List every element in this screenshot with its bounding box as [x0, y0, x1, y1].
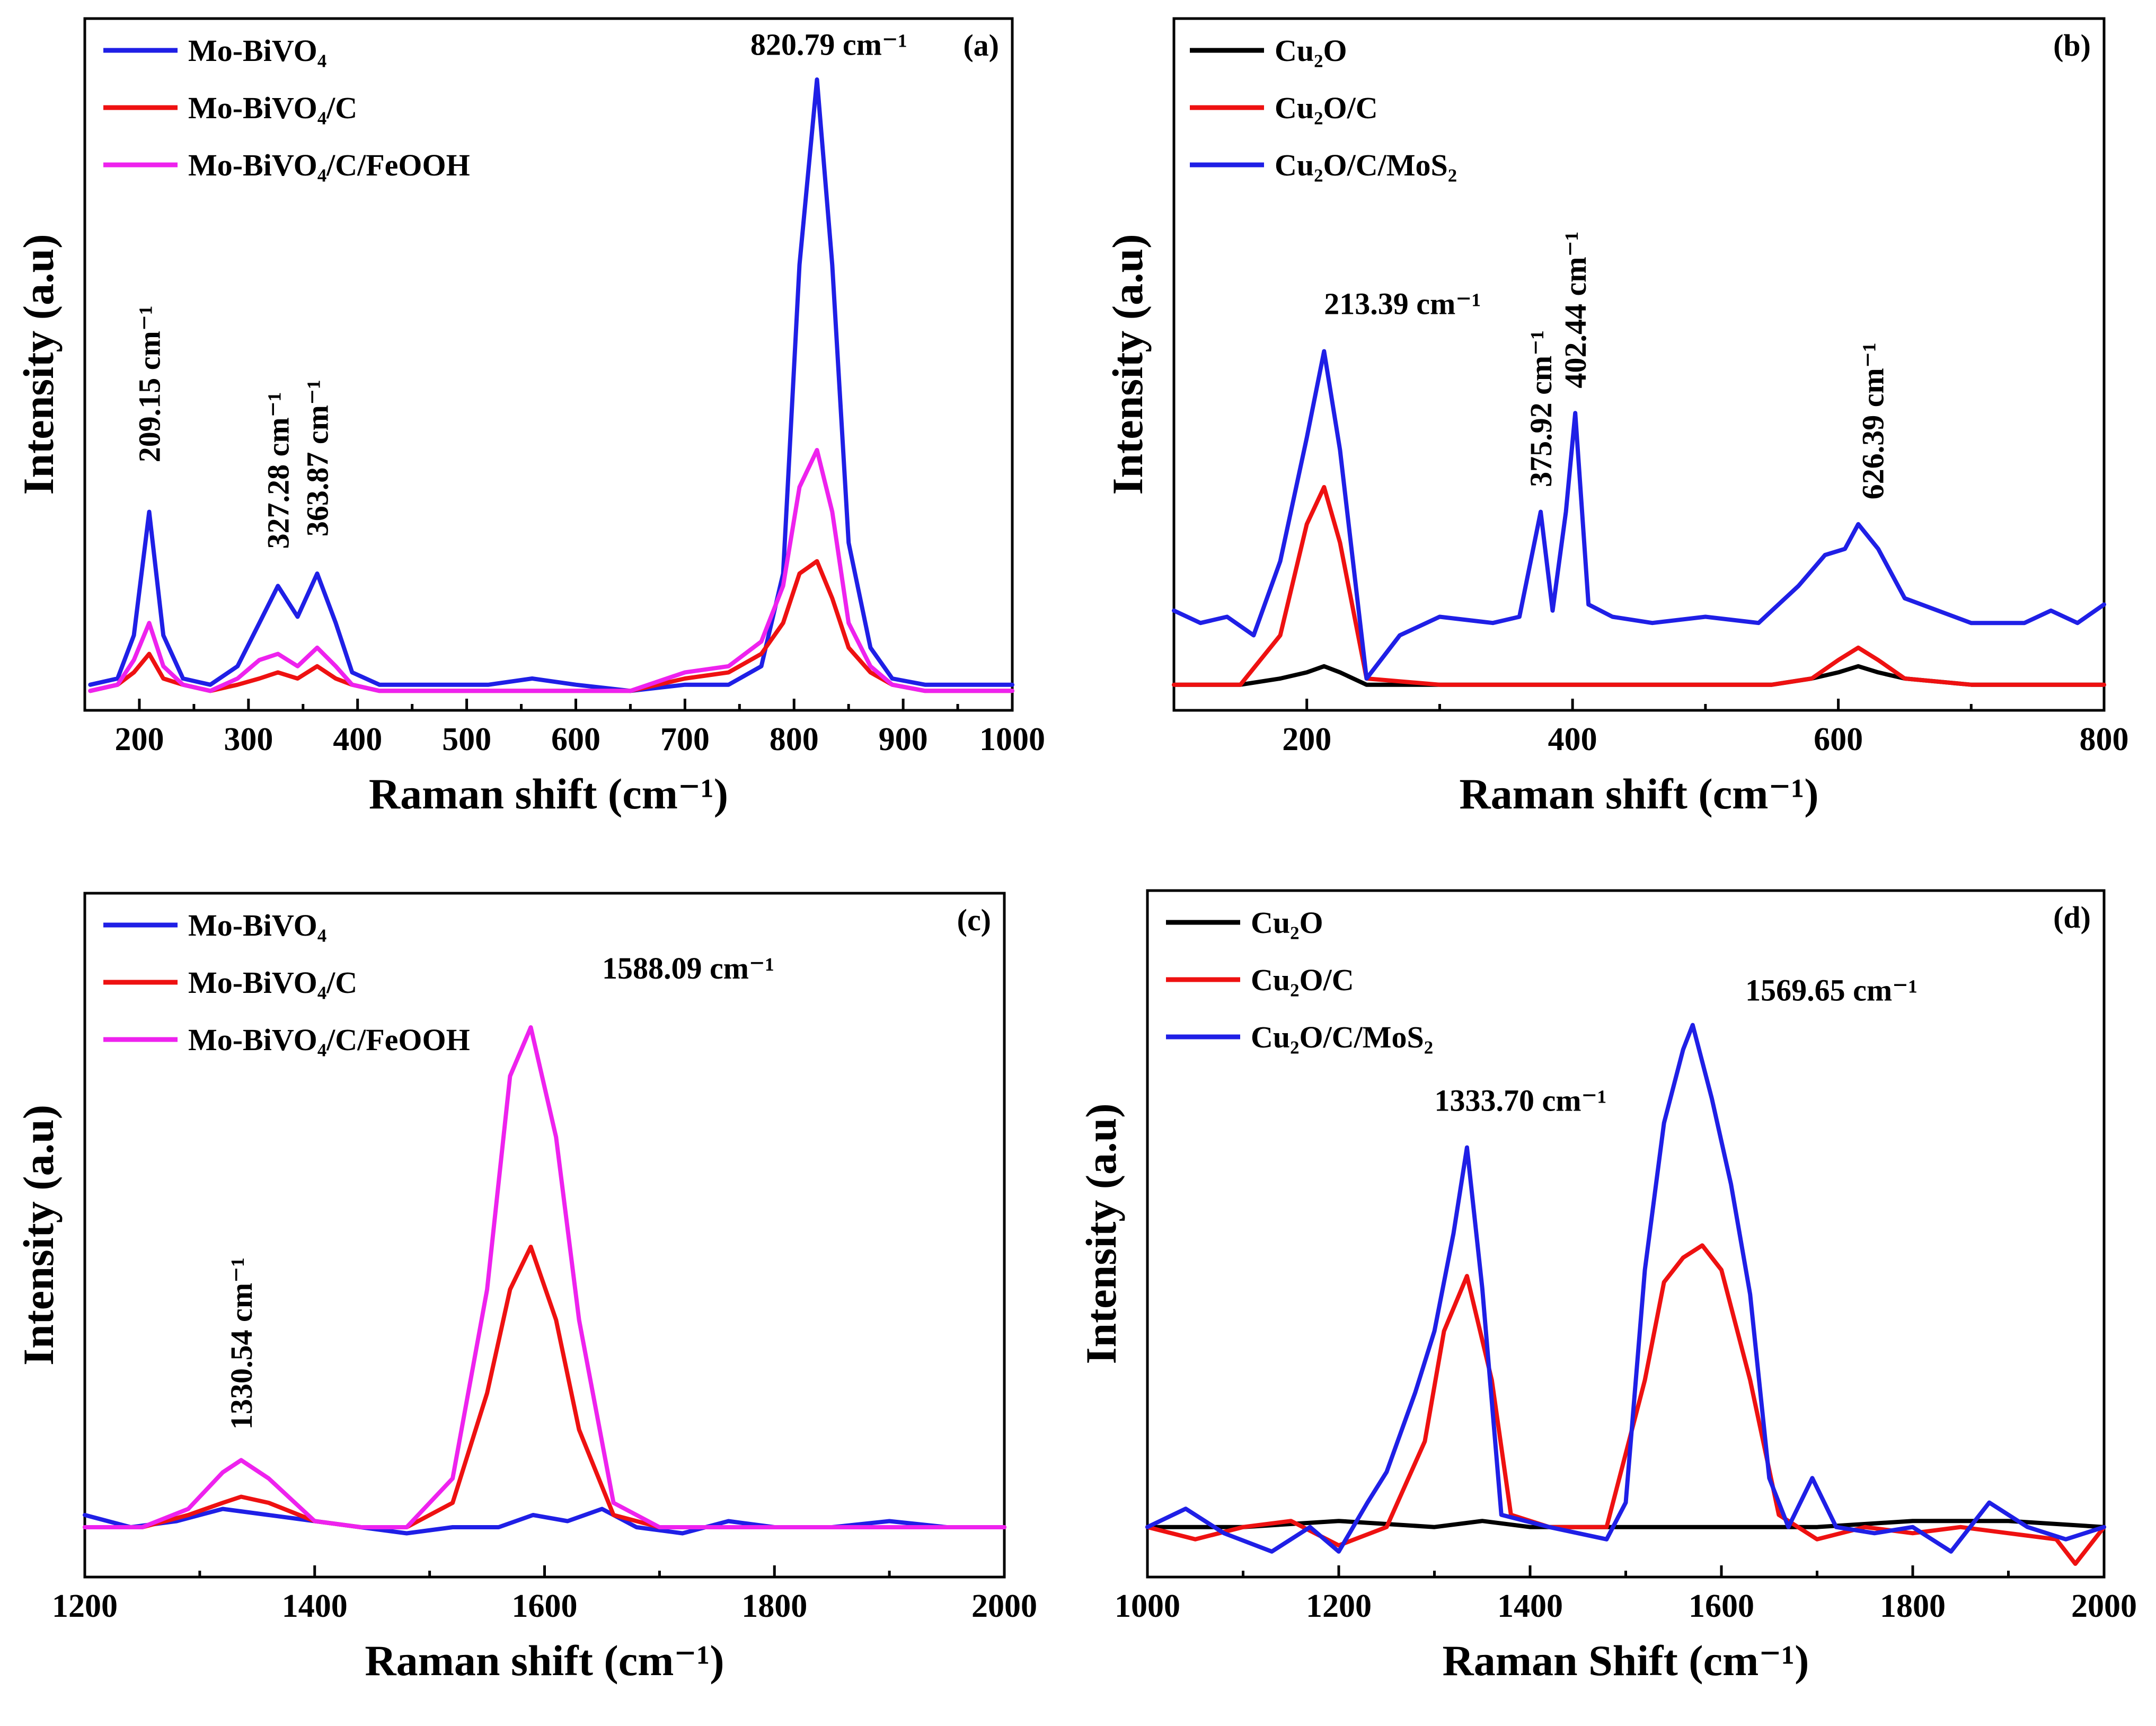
- x-tick-label: 400: [333, 721, 382, 758]
- legend-label: Cu₂O: [1275, 33, 1347, 68]
- peak-label: 1333.70 cm⁻¹: [1435, 1083, 1607, 1117]
- peak-label: 209.15 cm⁻¹: [132, 305, 166, 462]
- legend-label: Cu₂O: [1251, 905, 1323, 940]
- x-tick-label: 600: [551, 721, 600, 758]
- x-tick-label: 1800: [741, 1588, 807, 1624]
- panel-tag: (b): [2053, 28, 2091, 63]
- x-tick-label: 1600: [1689, 1588, 1754, 1624]
- plot-frame: [83, 17, 1014, 712]
- series-line: [83, 1245, 1006, 1529]
- x-tick-label: 1200: [52, 1588, 118, 1624]
- x-tick-label: 1200: [1306, 1588, 1372, 1624]
- legend-label: Mo-BiVO₄/C/FeOOH: [188, 148, 470, 182]
- x-axis-title: Raman Shift (cm⁻¹): [1443, 1636, 1809, 1685]
- x-tick-label: 300: [224, 721, 273, 758]
- x-tick-label: 1600: [512, 1588, 578, 1624]
- x-tick-label: 2000: [971, 1588, 1037, 1624]
- legend-label: Mo-BiVO₄/C/FeOOH: [188, 1023, 470, 1057]
- series-line: [1172, 664, 2106, 687]
- x-tick-label: 1400: [1497, 1588, 1563, 1624]
- panel-c: 1200 1400 1600 1800 2000 Raman shift (cm⁻¹) In…: [14, 892, 1037, 1685]
- x-axis-title: Raman shift (cm⁻¹): [369, 770, 728, 818]
- x-tick-label: 800: [770, 721, 819, 758]
- series-line: [1172, 485, 2106, 687]
- series-line: [88, 77, 1014, 693]
- panel-d: 1000 1200 1400 1600 1800 2000 Raman Shift (cm⁻…: [1077, 889, 2137, 1685]
- x-tick-label: 1800: [1880, 1588, 1946, 1624]
- x-tick-label: 500: [442, 721, 491, 758]
- panel-a: 200 300 400 500 600 700 800 900 1000 Raman shift …: [14, 17, 1045, 818]
- peak-label: 402.44 cm⁻¹: [1558, 231, 1593, 388]
- y-axis-title: Intensity (a.u): [14, 234, 63, 495]
- x-tick-label: 2000: [2071, 1588, 2137, 1624]
- x-tick-label: 1400: [282, 1588, 348, 1624]
- x-tick-label: 900: [879, 721, 928, 758]
- peak-label: 327.28 cm⁻¹: [261, 392, 295, 549]
- y-axis-title: Intensity (a.u): [1103, 234, 1152, 495]
- legend-label: Mo-BiVO₄/C: [188, 91, 357, 125]
- x-tick-label: 1000: [979, 721, 1045, 758]
- x-tick-label: 600: [1814, 721, 1863, 758]
- series-line: [1145, 1023, 2106, 1554]
- peak-label: 213.39 cm⁻¹: [1324, 287, 1481, 321]
- legend-label: Mo-BiVO₄: [188, 33, 326, 68]
- peak-label: 1569.65 cm⁻¹: [1745, 973, 1918, 1007]
- legend-label: Cu₂O/C/MoS₂: [1251, 1020, 1433, 1054]
- x-tick-label: 400: [1548, 721, 1597, 758]
- x-tick-label: 200: [1282, 721, 1331, 758]
- x-axis-title: Raman shift (cm⁻¹): [365, 1636, 724, 1685]
- x-tick-label: 200: [114, 721, 164, 758]
- series-line: [88, 448, 1014, 693]
- panel-tag: (d): [2053, 900, 2091, 935]
- peak-label: 820.79 cm⁻¹: [750, 27, 907, 61]
- peak-label: 375.92 cm⁻¹: [1524, 330, 1558, 487]
- x-tick-label: 800: [2080, 721, 2129, 758]
- legend-label: Cu₂O/C: [1275, 91, 1378, 125]
- peak-label: 626.39 cm⁻¹: [1856, 342, 1890, 499]
- panel-tag: (a): [963, 28, 999, 63]
- legend-label: Cu₂O/C/MoS₂: [1275, 148, 1457, 182]
- peak-label: 1330.54 cm⁻¹: [224, 1257, 259, 1430]
- x-axis-title: Raman shift (cm⁻¹): [1459, 770, 1818, 818]
- series-line: [1145, 1243, 2106, 1566]
- panel-tag: (c): [957, 903, 991, 937]
- plot-frame: [1172, 17, 2106, 712]
- peak-label: 363.87 cm⁻¹: [301, 380, 335, 536]
- series-line: [1172, 349, 2106, 681]
- series-line: [83, 1507, 1006, 1536]
- y-axis-title: Intensity (a.u): [14, 1105, 63, 1366]
- legend-label: Mo-BiVO₄/C: [188, 965, 357, 1000]
- x-tick-label: 700: [660, 721, 710, 758]
- peak-label: 1588.09 cm⁻¹: [602, 951, 774, 985]
- x-tick-label: 1000: [1115, 1588, 1180, 1624]
- y-axis-title: Intensity (a.u): [1077, 1103, 1125, 1364]
- panel-b: 200 400 600 800 Raman shift (cm⁻¹) Intensity …: [1103, 17, 2129, 818]
- legend-label: Cu₂O/C: [1251, 963, 1354, 997]
- series-line: [83, 1025, 1006, 1529]
- legend-label: Mo-BiVO₄: [188, 908, 326, 943]
